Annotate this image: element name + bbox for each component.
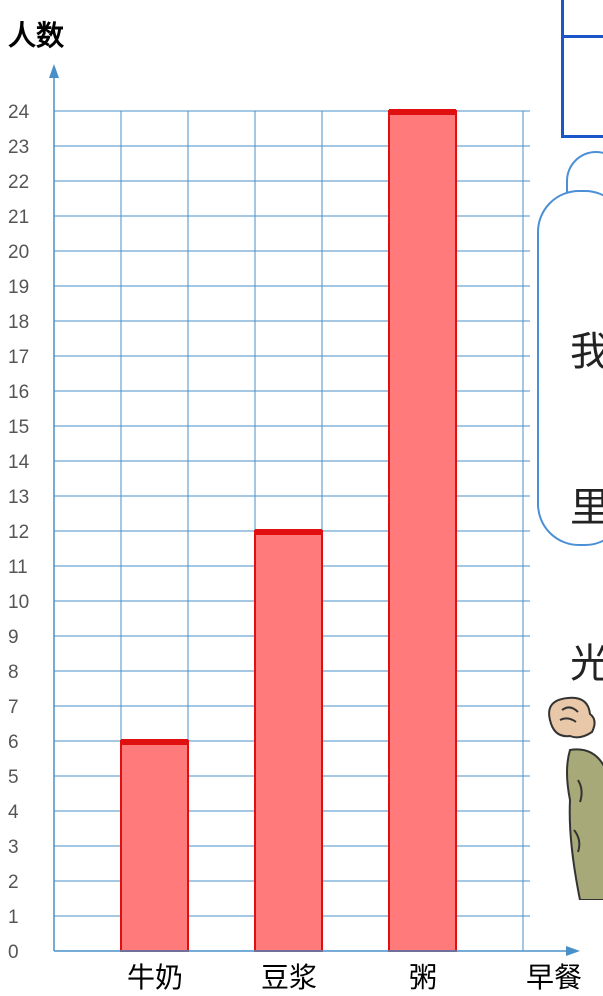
y-tick-label: 12 [8,522,29,543]
y-tick-label: 4 [8,802,19,823]
y-tick-label: 8 [8,662,19,683]
y-tick-label: 6 [8,732,19,753]
y-tick-label: 16 [8,382,29,403]
x-category-label-soymilk: 豆浆 [260,961,317,994]
speech-bubble-line: 光 [570,641,603,687]
bar-2 [388,110,457,952]
y-tick-label: 2 [8,872,19,893]
y-tick-label: 7 [8,697,19,718]
y-axis-arrow [49,64,59,78]
x-axis-arrow [566,946,580,956]
y-tick-label: 9 [8,627,19,648]
y-tick-label: 3 [8,837,19,858]
y-tick-label: 0 [8,942,19,963]
bar-top-cap-2 [389,109,456,115]
speech-bubble-line: 里 [570,485,603,531]
corner-table-box [561,0,603,138]
y-tick-label: 20 [8,242,29,263]
y-tick-label: 14 [8,452,30,473]
cartoon-character-icon [540,690,603,900]
y-tick-label: 19 [8,277,29,298]
y-tick-label: 23 [8,137,29,158]
bar-top-cap-0 [121,739,188,745]
speech-bubble-line: 我 [570,329,603,375]
y-tick-label: 10 [8,592,29,613]
x-category-label-porridge: 粥 [408,961,437,994]
bar-1 [254,530,323,952]
y-tick-label: 24 [8,102,30,123]
bar-top-cap-1 [255,529,322,535]
y-tick-label: 21 [8,207,29,228]
y-tick-label: 5 [8,767,19,788]
y-tick-label: 18 [8,312,29,333]
bar-0 [120,740,189,952]
y-axis-title: 人数 [8,19,65,52]
x-axis-title: 早餐 [526,961,583,994]
y-tick-label: 11 [8,557,28,578]
y-tick-label: 22 [8,172,29,193]
y-tick-label: 13 [8,487,29,508]
y-tick-label: 1 [8,907,19,928]
corner-table-divider [564,35,603,38]
x-category-label-milk: 牛奶 [126,961,183,994]
y-tick-label: 15 [8,417,29,438]
y-tick-label: 17 [8,347,29,368]
speech-bubble [537,190,603,546]
